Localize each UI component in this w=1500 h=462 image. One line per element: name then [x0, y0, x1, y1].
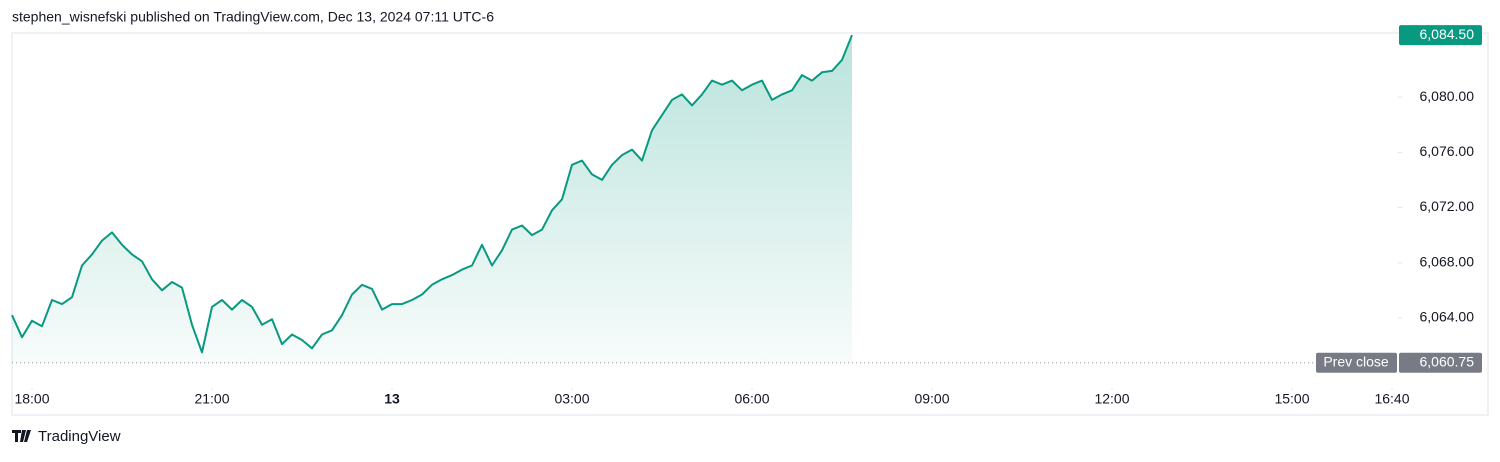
area-fill: [12, 35, 852, 363]
prev-close-badge: [1399, 352, 1482, 373]
x-tick-label: 03:00: [554, 391, 589, 407]
x-tick-label: 15:00: [1274, 391, 1309, 407]
last-price-badge: [1399, 25, 1482, 46]
prev-close-label: 6,060.75: [1420, 353, 1475, 369]
chart-frame: [11, 32, 1489, 416]
y-tick-label: 6,064.00: [1420, 309, 1475, 325]
last-price-label: 6,084.50: [1420, 26, 1475, 42]
header: stephen_wisnefski published on TradingVi…: [12, 9, 494, 25]
prev-close-name: Prev close: [1323, 353, 1389, 369]
x-tick-label: 09:00: [914, 391, 949, 407]
x-tick-label: 13: [384, 391, 400, 407]
y-tick-label: 6,068.00: [1420, 253, 1475, 269]
prev-close-name-badge: [1316, 352, 1397, 373]
brand: TradingView: [12, 428, 121, 445]
x-tick-label: 16:40: [1374, 391, 1409, 407]
brand-logo: [12, 430, 31, 442]
x-tick-label: 06:00: [734, 391, 769, 407]
price-line: [11, 34, 853, 354]
y-tick-label: 6,080.00: [1420, 88, 1475, 104]
y-tick-label: 6,076.00: [1420, 143, 1475, 159]
x-tick-label: 21:00: [194, 391, 229, 407]
brand-name: TradingView: [38, 428, 121, 445]
x-tick-label: 18:00: [14, 391, 49, 407]
y-tick-label: 6,072.00: [1420, 198, 1475, 214]
x-tick-label: 12:00: [1094, 391, 1129, 407]
